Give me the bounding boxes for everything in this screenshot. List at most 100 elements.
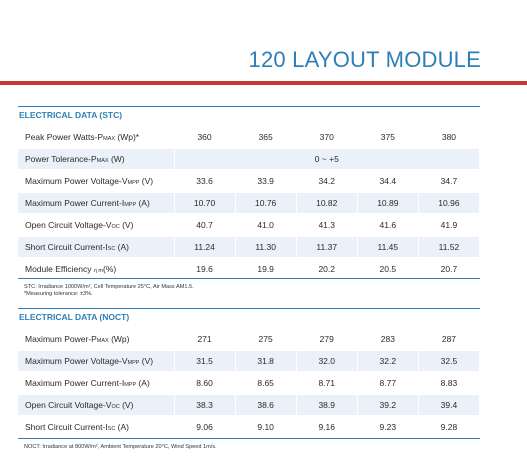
noct-row: Maximum Power Voltage-VMPP (V) 31.5 31.8 32…	[18, 350, 481, 373]
cell-value: 279	[296, 328, 358, 351]
cell-value: 11.30	[235, 236, 297, 259]
cell-value: 39.2	[357, 394, 419, 417]
cell-value: 41.0	[235, 214, 297, 237]
cell-value: 10.70	[174, 192, 236, 215]
cell-value: 32.5	[418, 350, 481, 373]
row-label: Open Circuit Voltage-VOC (V)	[18, 214, 175, 237]
stc-table: Peak Power Watts-PMAX (Wp)* 360 365 370 375 3…	[18, 126, 481, 281]
cell-value: 360	[174, 126, 236, 149]
cell-value: 38.9	[296, 394, 358, 417]
stc-note-line-1: STC: Irradiance 1000W/m², Cell Temperatu…	[24, 284, 194, 290]
cell-value: 9.23	[357, 416, 419, 439]
cell-value: 33.6	[174, 170, 236, 193]
row-label-text: Maximum Power-P	[25, 333, 97, 344]
row-label-subscript: η m	[93, 268, 103, 274]
cell-value-span: 0 ~ +5	[174, 148, 480, 171]
stc-row: Maximum Power Current-IMPP (A) 10.70 10.76…	[18, 192, 481, 215]
row-label-subscript: SC	[107, 426, 116, 432]
cell-value: 10.82	[296, 192, 358, 215]
cell-value: 8.83	[418, 372, 481, 395]
cell-value: 8.60	[174, 372, 236, 395]
row-label-unit: (A)	[136, 378, 150, 388]
cell-value: 38.6	[235, 394, 297, 417]
row-label-unit: (V)	[119, 220, 134, 230]
noct-section-heading: ELECTRICAL DATA (NOCT)	[18, 308, 480, 328]
cell-value: 41.6	[357, 214, 419, 237]
row-label-subscript: OC	[111, 224, 120, 230]
cell-value: 34.2	[296, 170, 358, 193]
row-label-text: Maximum Power Current-I	[25, 198, 125, 208]
cell-value: 11.45	[357, 236, 419, 259]
row-label-text: Open Circuit Voltage-V	[25, 220, 112, 230]
row-label-subscript: MAX	[96, 337, 109, 344]
cell-value: 41.9	[418, 214, 481, 237]
row-label-subscript: MPP	[127, 360, 140, 366]
row-label: Maximum Power Current-IMPP (A)	[18, 192, 175, 215]
row-label-unit: (W)	[108, 154, 125, 164]
row-label-text: Module Efficiency	[25, 264, 94, 274]
row-label: Short Circuit Current-ISC (A)	[18, 416, 175, 439]
cell-value: 31.8	[235, 350, 297, 373]
row-label: Maximum Power Voltage-VMPP (V)	[18, 170, 175, 193]
row-label-text: Peak Power Watts-P	[25, 131, 104, 142]
row-label-subscript: MPP	[127, 180, 140, 186]
row-label: Maximum Power Current-IMPP (A)	[18, 372, 175, 395]
cell-value: 20.5	[357, 258, 419, 281]
row-label-unit: (Wp)*	[115, 131, 140, 142]
stc-row: Power Tolerance-PMAX (W) 0 ~ +5	[18, 148, 480, 171]
cell-value: 10.89	[357, 192, 419, 215]
cell-value: 271	[174, 328, 236, 351]
row-label-subscript: OC	[111, 404, 120, 410]
cell-value: 10.76	[235, 192, 297, 215]
stc-row: Short Circuit Current-ISC (A) 11.24 11.30 1…	[18, 236, 481, 259]
cell-value: 370	[296, 126, 358, 149]
cell-value: 19.9	[235, 258, 297, 281]
cell-value: 9.16	[296, 416, 358, 439]
cell-value: 19.6	[174, 258, 236, 281]
row-label-unit: (A)	[115, 422, 130, 432]
row-label-subscript: SC	[107, 246, 116, 252]
row-label: Maximum Power-PMAX (Wp)	[18, 328, 175, 351]
cell-value: 375	[357, 126, 419, 149]
cell-value: 38.3	[174, 394, 236, 417]
row-label-unit: (Wp)	[108, 333, 130, 344]
stc-note-line-2: *Measuring tolerance: ±3%.	[24, 291, 93, 297]
page-title: 120 LAYOUT MODULE	[248, 47, 481, 72]
cell-value: 283	[357, 328, 419, 351]
cell-value: 32.2	[357, 350, 419, 373]
row-label-subscript: MPP	[124, 382, 137, 388]
cell-value: 9.28	[418, 416, 481, 439]
cell-value: 20.7	[418, 258, 481, 281]
cell-value: 41.3	[296, 214, 358, 237]
row-label-unit: (A)	[115, 242, 130, 252]
row-label-unit: (V)	[139, 176, 154, 186]
noct-row: Maximum Power Current-IMPP (A) 8.60 8.65 8.…	[18, 372, 481, 395]
noct-row: Open Circuit Voltage-VOC (V) 38.3 38.6 38.9…	[18, 394, 481, 417]
row-label-subscript: MAX	[103, 135, 116, 142]
cell-value: 34.7	[418, 170, 481, 193]
stc-row: Module Efficiency η m(%) 19.6 19.9 20.2 20.5…	[18, 258, 481, 281]
cell-value: 8.65	[235, 372, 297, 395]
row-label: Power Tolerance-PMAX (W)	[18, 148, 175, 171]
cell-value: 31.5	[174, 350, 236, 373]
row-label: Peak Power Watts-PMAX (Wp)*	[18, 126, 175, 149]
noct-table: Maximum Power-PMAX (Wp) 271 275 279 283 287 Ma…	[18, 328, 481, 439]
stc-bottom-rule	[18, 278, 480, 279]
row-label: Module Efficiency η m(%)	[18, 258, 175, 281]
header-red-bar	[0, 81, 527, 85]
noct-row: Maximum Power-PMAX (Wp) 271 275 279 283 287	[18, 328, 481, 351]
cell-value: 365	[235, 126, 297, 149]
row-label: Short Circuit Current-ISC (A)	[18, 236, 175, 259]
row-label: Open Circuit Voltage-VOC (V)	[18, 394, 175, 417]
row-label-text: Open Circuit Voltage-V	[25, 400, 112, 410]
cell-value: 8.77	[357, 372, 419, 395]
cell-value: 33.9	[235, 170, 297, 193]
cell-value: 11.24	[174, 236, 236, 259]
row-label-text: Maximum Power Voltage-V	[25, 176, 128, 186]
row-label-unit: (V)	[119, 400, 134, 410]
row-label-unit: (%)	[103, 264, 117, 274]
cell-value: 20.2	[296, 258, 358, 281]
cell-value: 287	[418, 328, 481, 351]
cell-value: 275	[235, 328, 297, 351]
cell-value: 9.06	[174, 416, 236, 439]
